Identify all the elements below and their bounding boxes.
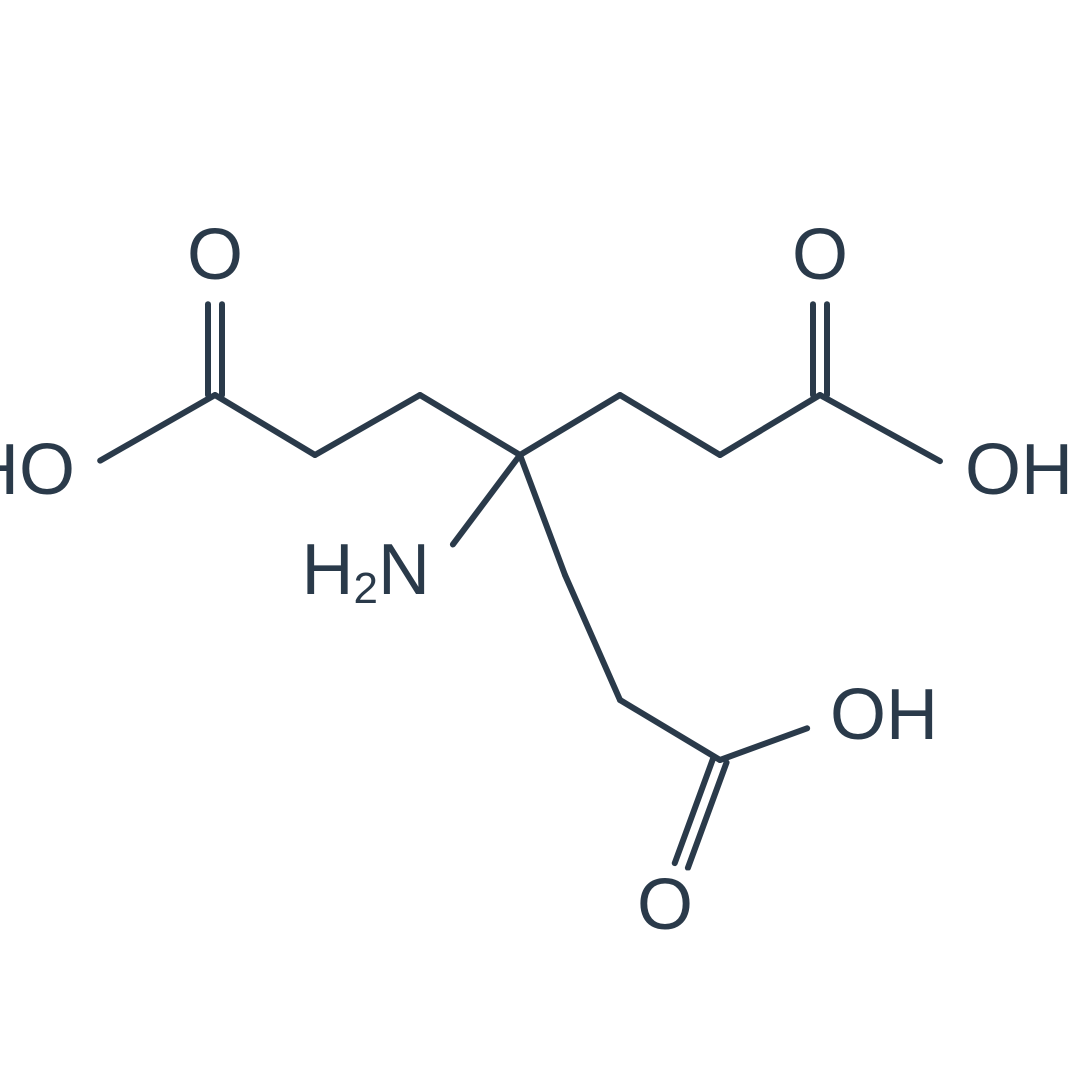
- atom-label-ho_l: HO: [0, 430, 75, 510]
- atom-label-oh_b: OH: [830, 675, 938, 755]
- atom-label-o_l: O: [187, 215, 243, 295]
- molecule-diagram: HOOOOHH2NOHO: [0, 0, 1080, 1080]
- atom-label-o_r: O: [792, 215, 848, 295]
- atom-label-oh_r: OH: [965, 430, 1073, 510]
- atom-label-o_b: O: [637, 865, 693, 945]
